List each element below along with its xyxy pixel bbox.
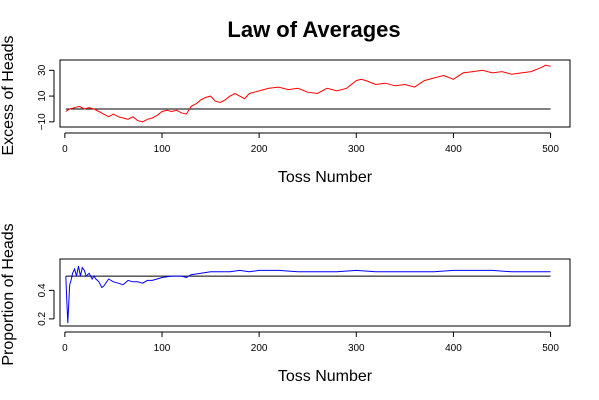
plot-frame [59, 258, 571, 327]
proportion-of-heads-panel: 0 100 200 300 400 500 0.2 0.4 Toss Number Proport… [0, 223, 571, 385]
y-tick-label: 0.4 [37, 283, 48, 297]
excess-of-heads-panel: 0 100 200 300 400 500 −10 10 30 Toss Number Excess… [0, 35, 571, 186]
x-tick-label: 400 [445, 144, 462, 155]
x-tick-label: 400 [445, 343, 462, 354]
x-axis-title: Toss Number [278, 368, 373, 385]
x-tick-label: 300 [348, 144, 365, 155]
series-line [65, 266, 551, 324]
x-tick-label: 100 [154, 144, 171, 155]
y-tick-label: 0.2 [37, 311, 48, 325]
x-tick-label: 100 [154, 343, 171, 354]
x-tick-label: 200 [251, 144, 268, 155]
x-tick-label: 200 [251, 343, 268, 354]
x-tick-label: 0 [62, 144, 68, 155]
x-tick-label: 0 [62, 343, 68, 354]
y-axis-title: Proportion of Heads [0, 223, 17, 365]
x-tick-label: 300 [348, 343, 365, 354]
y-tick-label: −10 [37, 113, 48, 130]
x-tick-label: 500 [542, 144, 559, 155]
y-tick-label: 10 [37, 90, 48, 102]
x-axis-title: Toss Number [278, 169, 373, 186]
figure-title: Law of Averages [227, 17, 400, 42]
plot-frame [59, 59, 571, 128]
y-axis-title: Excess of Heads [0, 35, 17, 155]
series-line [65, 64, 551, 123]
y-tick-label: 30 [37, 64, 48, 76]
x-tick-label: 500 [542, 343, 559, 354]
